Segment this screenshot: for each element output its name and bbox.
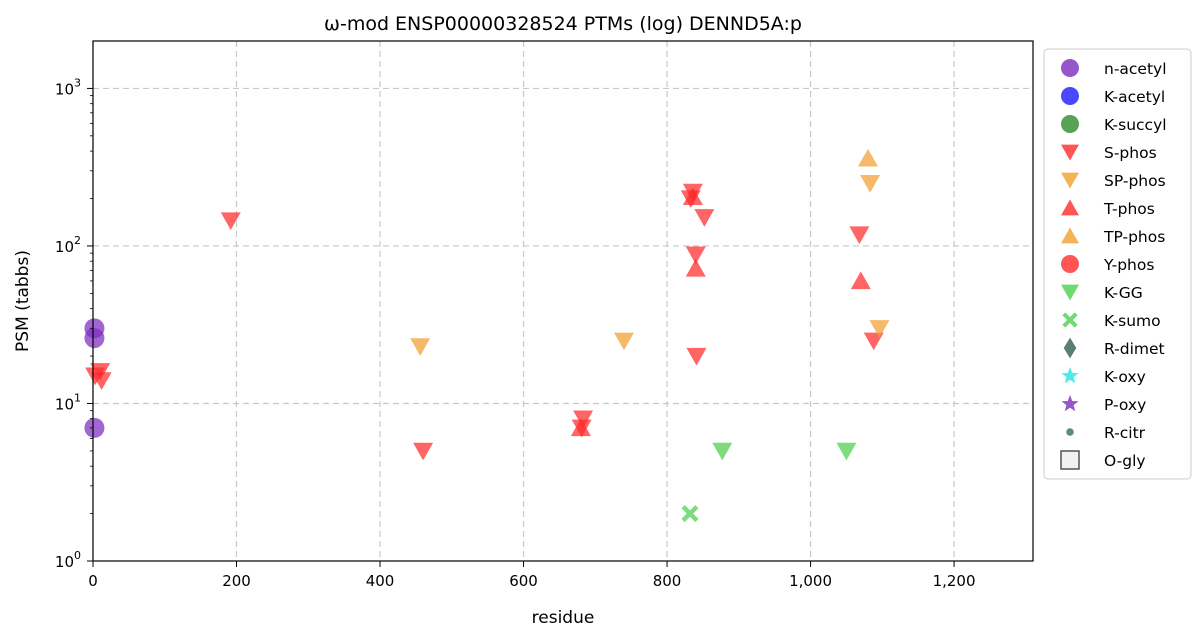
point-tp-phos bbox=[857, 148, 878, 167]
point-t-phos bbox=[685, 258, 706, 277]
point-s-phos bbox=[685, 246, 706, 265]
point-k-gg bbox=[836, 442, 857, 461]
legend-marker-k-gg bbox=[1061, 284, 1079, 301]
grid bbox=[92, 41, 1033, 561]
point-s-phos bbox=[849, 226, 870, 245]
legend-label: K-succyl bbox=[1104, 116, 1167, 134]
point-n-acetyl bbox=[84, 417, 105, 438]
point-t-phos bbox=[570, 418, 591, 437]
legend-marker-r-dimet bbox=[1063, 337, 1077, 359]
x-tick-label: 1,000 bbox=[789, 572, 832, 590]
legend-label: R-dimet bbox=[1104, 340, 1165, 358]
point-sp-phos bbox=[410, 338, 431, 356]
point-k-sumo bbox=[681, 505, 699, 523]
point-t-phos bbox=[682, 187, 703, 206]
point-t-phos bbox=[850, 271, 871, 290]
legend-label: SP-phos bbox=[1104, 172, 1166, 190]
point-s-phos bbox=[863, 332, 884, 351]
legend-marker-s-phos bbox=[1061, 144, 1079, 161]
legend-label: R-citr bbox=[1104, 424, 1146, 442]
legend-box bbox=[1043, 48, 1192, 480]
legend-label: K-sumo bbox=[1104, 312, 1161, 330]
x-axis-label: residue bbox=[532, 608, 595, 628]
point-s-phos bbox=[91, 372, 112, 390]
x-tick-label: 0 bbox=[88, 572, 98, 590]
plot-frame bbox=[92, 40, 1034, 562]
legend-label: K-acetyl bbox=[1104, 88, 1165, 106]
point-s-phos bbox=[90, 363, 111, 381]
x-tick-label: 600 bbox=[509, 572, 538, 590]
legend-label: K-GG bbox=[1104, 284, 1143, 302]
chart-title: ω-mod ENSP00000328524 PTMs (log) DENND5A… bbox=[324, 13, 802, 35]
legend-marker-k-succyl bbox=[1061, 115, 1079, 133]
legend-label: S-phos bbox=[1104, 144, 1157, 162]
point-sp-phos bbox=[860, 175, 881, 193]
legend-label: K-oxy bbox=[1104, 368, 1146, 386]
legend-label: Y-phos bbox=[1103, 256, 1154, 274]
legend-marker-k-oxy bbox=[1061, 367, 1079, 384]
legend-marker-t-phos bbox=[1061, 199, 1079, 216]
point-s-phos bbox=[694, 209, 715, 227]
plot-area bbox=[84, 148, 890, 523]
legend-label: TP-phos bbox=[1103, 228, 1165, 246]
x-tick-label: 1,200 bbox=[933, 572, 976, 590]
x-tick-label: 800 bbox=[653, 572, 682, 590]
legend-marker-y-phos bbox=[1061, 255, 1079, 273]
legend-marker-k-sumo bbox=[1062, 312, 1078, 328]
legend-marker-r-citr bbox=[1066, 428, 1074, 436]
point-s-phos bbox=[686, 347, 707, 366]
legend-marker-o-gly bbox=[1060, 450, 1080, 470]
legend-marker-sp-phos bbox=[1061, 172, 1079, 189]
x-tick-label: 200 bbox=[222, 572, 251, 590]
point-s-phos bbox=[413, 442, 434, 461]
legend-marker-tp-phos bbox=[1061, 227, 1079, 244]
legend-marker-n-acetyl bbox=[1061, 59, 1079, 77]
legend-marker-p-oxy bbox=[1061, 395, 1079, 412]
legend-label: T-phos bbox=[1103, 200, 1155, 218]
legend: n-acetyl K-acetyl K-succyl S-phos SP-phos T-p… bbox=[1043, 48, 1192, 480]
point-sp-phos bbox=[869, 320, 890, 338]
point-s-phos bbox=[220, 212, 241, 231]
point-k-gg bbox=[712, 442, 733, 461]
legend-label: O-gly bbox=[1104, 452, 1146, 470]
point-sp-phos bbox=[613, 332, 634, 351]
point-n-acetyl bbox=[84, 328, 105, 349]
y-axis-label: PSM (tabbs) bbox=[13, 250, 33, 352]
x-tick-label: 400 bbox=[366, 572, 395, 590]
point-s-phos bbox=[573, 410, 594, 429]
legend-label: P-oxy bbox=[1104, 396, 1146, 414]
legend-label: n-acetyl bbox=[1104, 60, 1167, 78]
legend-marker-k-acetyl bbox=[1061, 87, 1079, 105]
